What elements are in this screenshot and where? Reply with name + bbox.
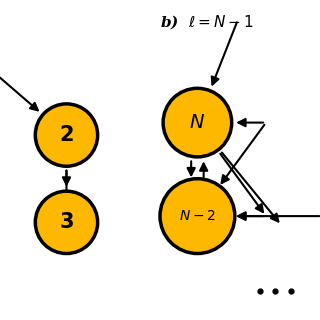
Text: 2: 2 xyxy=(59,125,74,145)
Text: b)  $\ell = N-1$: b) $\ell = N-1$ xyxy=(160,13,254,31)
Text: $N$: $N$ xyxy=(189,113,205,132)
Text: 3: 3 xyxy=(59,212,74,232)
Circle shape xyxy=(163,88,232,157)
Circle shape xyxy=(35,104,98,166)
Circle shape xyxy=(35,191,98,253)
Text: $N-2$: $N-2$ xyxy=(179,209,216,223)
Circle shape xyxy=(160,179,235,253)
